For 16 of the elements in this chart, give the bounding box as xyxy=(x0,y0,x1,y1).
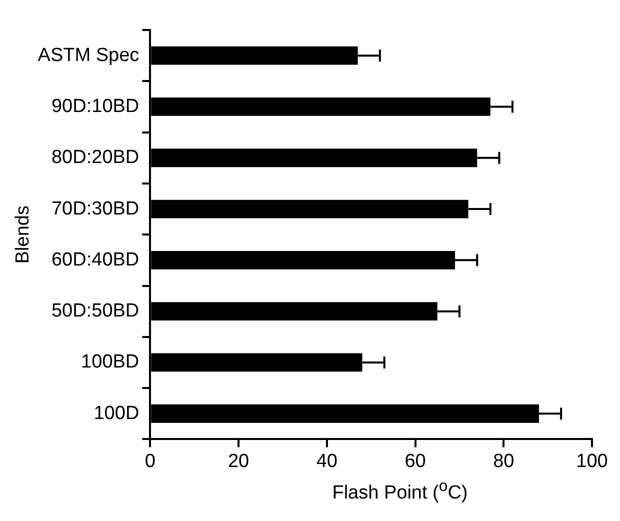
y-tick-label: 70D:30BD xyxy=(51,198,140,220)
y-tick-label: 90D:10BD xyxy=(51,96,140,117)
y-tick-label: 50D:50BD xyxy=(51,300,140,322)
y-tick-label: 100D xyxy=(94,402,140,424)
x-tick-label: 60 xyxy=(404,450,426,472)
y-tick-label: 80D:20BD xyxy=(51,147,140,168)
y-axis-title: Blends xyxy=(12,206,34,264)
x-axis-title: Flash Point ($^{o}$C) xyxy=(331,478,469,504)
y-tick-label: 60D:40BD xyxy=(51,249,140,270)
x-tick-label: 0 xyxy=(144,450,156,472)
x-tick-label: 80 xyxy=(493,450,514,472)
x-tick-label: 20 xyxy=(228,450,250,472)
x-tick-label: 40 xyxy=(316,450,338,472)
y-tick-label: 100BD xyxy=(81,352,140,373)
y-tick-label: ASTM Spec xyxy=(38,44,140,66)
x-tick-label: 100 xyxy=(576,450,608,472)
